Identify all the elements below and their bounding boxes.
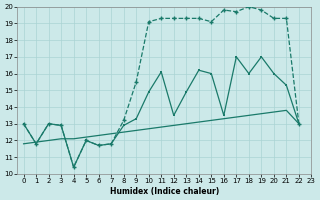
X-axis label: Humidex (Indice chaleur): Humidex (Indice chaleur)	[110, 187, 219, 196]
